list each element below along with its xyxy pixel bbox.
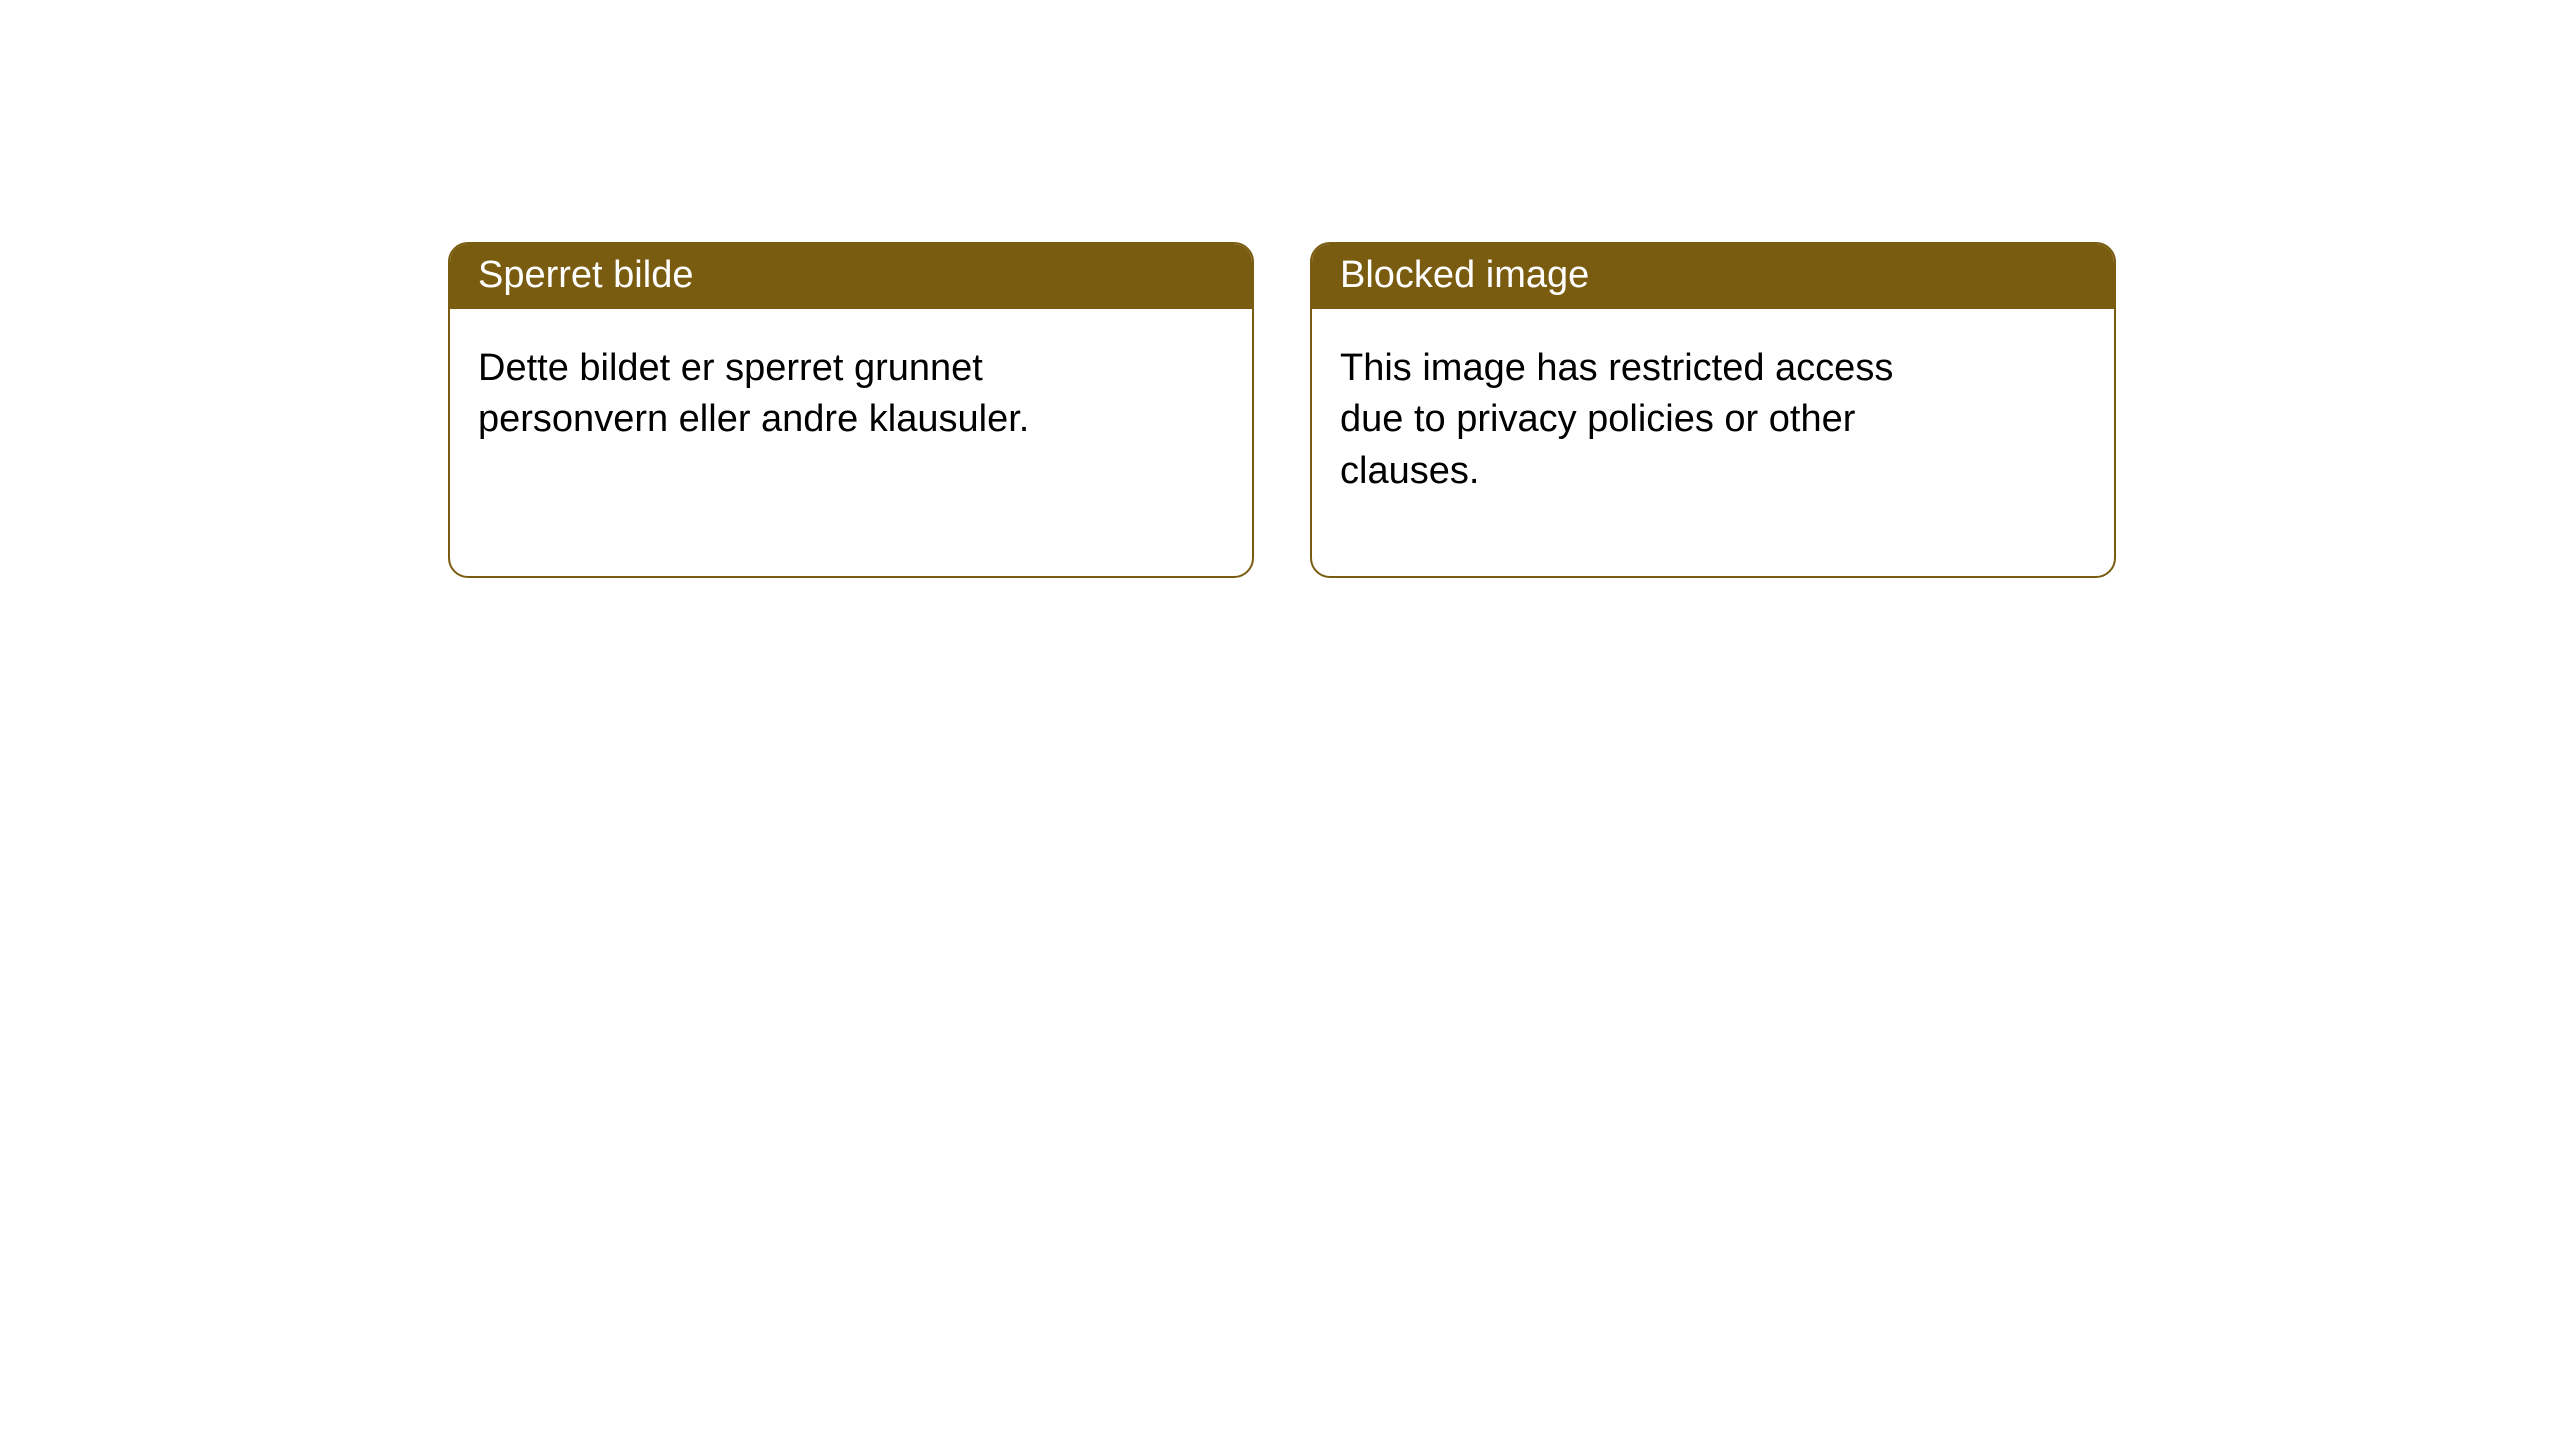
blocked-image-card-en: Blocked image This image has restricted … xyxy=(1310,242,2116,578)
notice-container: Sperret bilde Dette bildet er sperret gr… xyxy=(0,0,2560,578)
card-title: Sperret bilde xyxy=(478,254,693,296)
card-body-text: This image has restricted access due to … xyxy=(1340,347,1893,492)
card-title: Blocked image xyxy=(1340,254,1589,296)
card-header: Blocked image xyxy=(1312,244,2114,309)
blocked-image-card-no: Sperret bilde Dette bildet er sperret gr… xyxy=(448,242,1254,578)
card-body: This image has restricted access due to … xyxy=(1312,309,1992,531)
card-body: Dette bildet er sperret grunnet personve… xyxy=(450,309,1130,480)
card-header: Sperret bilde xyxy=(450,244,1252,309)
card-body-text: Dette bildet er sperret grunnet personve… xyxy=(478,347,1029,440)
